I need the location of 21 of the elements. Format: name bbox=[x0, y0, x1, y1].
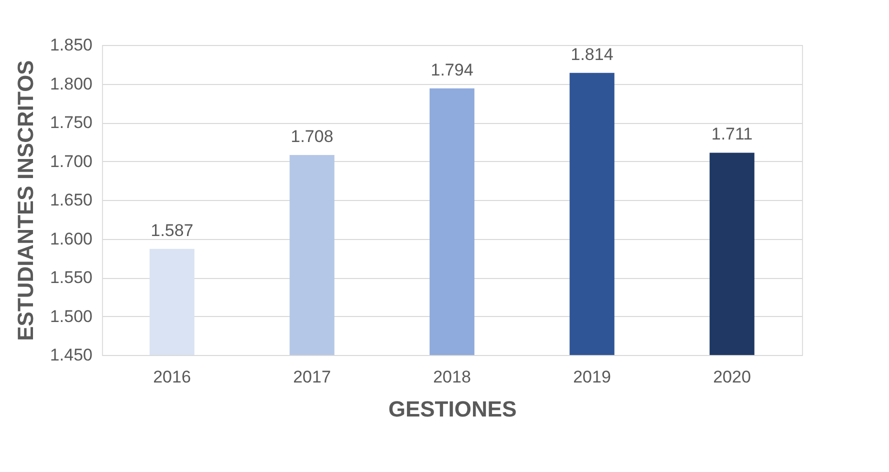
x-axis-title: GESTIONES bbox=[388, 396, 517, 422]
x-tick-label: 2018 bbox=[433, 368, 471, 386]
y-axis-title: ESTUDIANTES INSCRITOS bbox=[12, 60, 38, 341]
data-label: 1.814 bbox=[570, 44, 614, 64]
x-tick-label: 2020 bbox=[713, 368, 751, 386]
y-tick-label: 1.500 bbox=[50, 306, 92, 326]
y-tick-label: 1.450 bbox=[50, 346, 92, 364]
y-tick-label: 1.800 bbox=[50, 74, 92, 94]
data-label: 1.711 bbox=[711, 124, 753, 144]
x-tick-label: 2017 bbox=[293, 368, 331, 386]
x-tick-label: 2019 bbox=[573, 368, 611, 386]
x-tick-label: 2016 bbox=[153, 368, 191, 386]
data-label: 1.794 bbox=[430, 60, 474, 80]
data-label: 1.587 bbox=[150, 220, 194, 240]
y-tick-label: 1.550 bbox=[50, 268, 92, 287]
y-tick-label: 1.750 bbox=[50, 113, 92, 132]
y-tick-label: 1.650 bbox=[50, 190, 92, 210]
data-label: 1.708 bbox=[290, 127, 334, 146]
y-tick-label: 1.850 bbox=[50, 36, 92, 54]
y-tick-label: 1.700 bbox=[50, 152, 92, 171]
y-tick-label: 1.600 bbox=[50, 229, 92, 248]
